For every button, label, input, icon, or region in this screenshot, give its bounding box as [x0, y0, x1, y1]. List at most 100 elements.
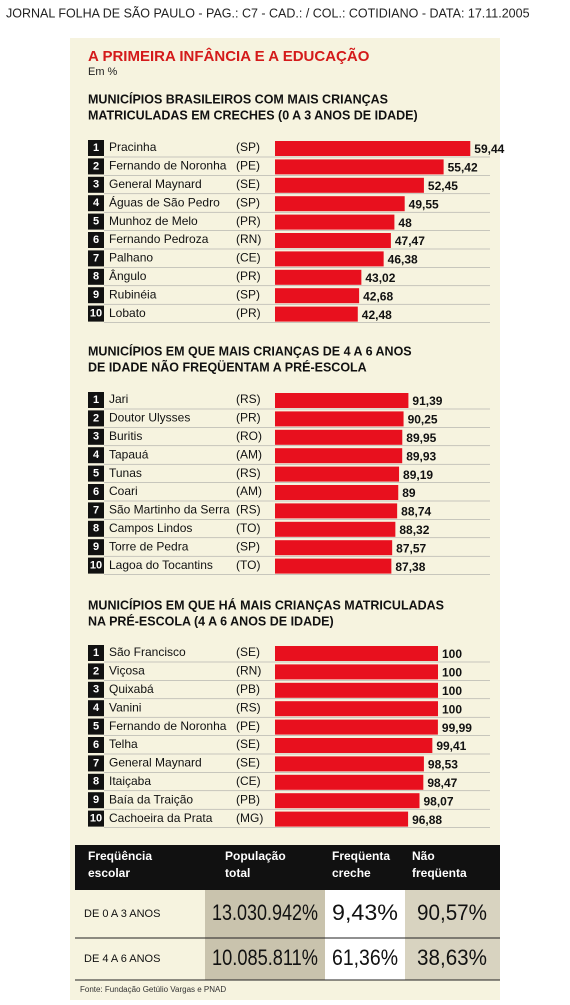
region-label: (SE) — [236, 645, 260, 659]
region-label: (PR) — [236, 214, 261, 228]
category-label: Itaiçaba — [109, 774, 151, 788]
value-label: 59,44 — [474, 142, 504, 156]
rank-box — [88, 232, 104, 248]
table-value: 10.085.811% — [212, 945, 318, 970]
value-label: 100 — [442, 684, 462, 698]
rank: 9 — [93, 794, 99, 806]
table-header: total — [225, 866, 250, 880]
category-label: Palhano — [109, 251, 153, 265]
region-label: (RO) — [236, 429, 262, 443]
rank: 6 — [93, 234, 99, 246]
region-label: (PR) — [236, 411, 261, 425]
table-header: freqüenta — [412, 866, 467, 880]
rank-box — [88, 645, 104, 661]
value-label: 89 — [402, 486, 416, 500]
table-header: creche — [332, 866, 371, 880]
rank-box — [88, 195, 104, 212]
rank: 9 — [93, 541, 99, 553]
category-label: Cachoeira da Prata — [109, 811, 213, 825]
chart-title: MUNICÍPIOS EM QUE MAIS CRIANÇAS DE 4 A 6… — [88, 343, 412, 358]
region-label: (SP) — [236, 539, 260, 553]
table-value: 13.030.942% — [212, 900, 318, 925]
value-label: 96,88 — [412, 813, 442, 827]
region-label: (CE) — [236, 251, 261, 265]
category-label: Jari — [109, 392, 128, 406]
value-label: 99,99 — [442, 721, 472, 735]
value-label: 42,68 — [363, 289, 393, 303]
bar — [275, 448, 403, 464]
rank: 2 — [93, 665, 99, 677]
value-label: 48 — [398, 216, 412, 230]
category-label: Rubinéia — [109, 287, 157, 301]
rank: 8 — [93, 523, 99, 535]
rank: 6 — [93, 739, 99, 751]
rank-box — [88, 663, 104, 680]
table-header-bg — [75, 845, 500, 890]
value-label: 98,47 — [427, 776, 457, 790]
rank-box — [88, 502, 104, 519]
bar — [275, 177, 424, 193]
region-label: (PE) — [236, 159, 260, 173]
category-label: Pracinha — [109, 140, 157, 154]
rank-box — [88, 810, 104, 827]
rank-box — [88, 392, 104, 408]
region-label: (TO) — [236, 558, 260, 572]
rank: 2 — [93, 412, 99, 424]
bar — [275, 521, 396, 537]
category-label: Vanini — [109, 700, 141, 714]
region-label: (RS) — [236, 466, 261, 480]
chart-title: MUNICÍPIOS BRASILEIROS COM MAIS CRIANÇAS — [88, 91, 388, 106]
rank-box — [88, 176, 104, 193]
region-label: (PR) — [236, 306, 261, 320]
value-label: 98,07 — [423, 794, 453, 808]
table-value: 61,36% — [332, 945, 398, 970]
rank-box — [88, 737, 104, 753]
rank: 3 — [93, 431, 99, 443]
value-label: 89,93 — [406, 449, 436, 463]
region-label: (RS) — [236, 392, 261, 406]
category-label: Lagoa do Tocantins — [109, 558, 213, 572]
rank-box — [88, 287, 104, 304]
rank: 7 — [93, 757, 99, 769]
rank-box — [88, 410, 104, 427]
region-label: (RS) — [236, 700, 261, 714]
category-label: Tunas — [109, 466, 142, 480]
region-label: (PR) — [236, 269, 261, 283]
rank: 5 — [93, 468, 99, 480]
main-title: A PRIMEIRA INFÂNCIA E A EDUCAÇÃO — [88, 47, 370, 65]
category-label: General Maynard — [109, 756, 202, 770]
bar — [275, 214, 395, 230]
rank: 9 — [93, 289, 99, 301]
value-label: 99,41 — [436, 739, 466, 753]
region-label: (RN) — [236, 232, 261, 246]
value-label: 90,25 — [408, 413, 438, 427]
region-label: (TO) — [236, 521, 260, 535]
rank: 10 — [90, 813, 102, 825]
category-label: Doutor Ulysses — [109, 411, 190, 425]
rank-box — [88, 773, 104, 790]
bar — [275, 159, 444, 175]
source: Fonte: Fundação Getúlio Vargas e PNAD — [80, 985, 226, 994]
table-row-label: DE 0 A 3 ANOS — [84, 908, 160, 920]
bar — [275, 429, 403, 445]
value-label: 98,53 — [428, 758, 458, 772]
rank: 8 — [93, 776, 99, 788]
bar — [275, 738, 433, 753]
bar — [275, 503, 398, 519]
value-label: 49,55 — [409, 197, 439, 211]
table-cell-bg — [325, 890, 405, 980]
category-label: Viçosa — [109, 664, 145, 678]
rank-box — [88, 557, 104, 574]
region-label: (SE) — [236, 177, 260, 191]
table-header: escolar — [88, 866, 130, 880]
rank: 1 — [93, 647, 99, 659]
region-label: (AM) — [236, 447, 262, 461]
category-label: Telha — [109, 737, 138, 751]
category-label: Campos Lindos — [109, 521, 192, 535]
region-label: (SP) — [236, 140, 260, 154]
region-label: (AM) — [236, 484, 262, 498]
category-label: Baía da Traição — [109, 792, 193, 806]
category-label: São Martinho da Serra — [109, 503, 230, 517]
unit: Em % — [88, 66, 118, 78]
